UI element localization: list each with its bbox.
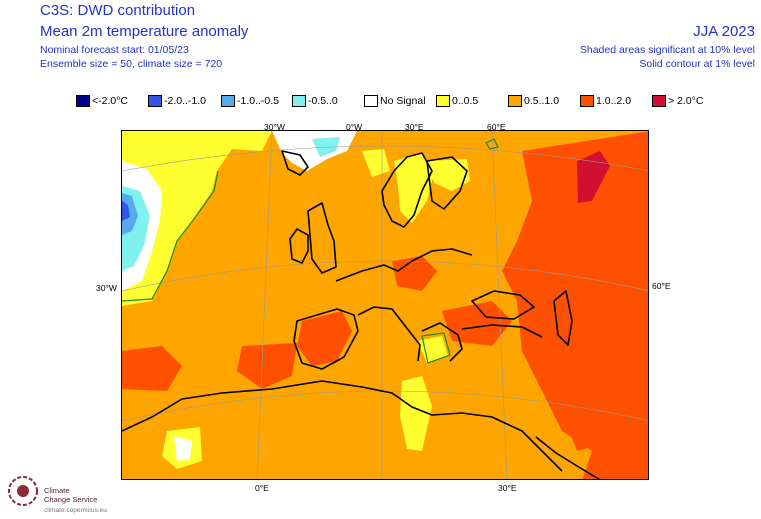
iberia-coast [293, 308, 359, 370]
legend-label: 0.5..1.0 [524, 95, 560, 107]
legend-label: -1.0..-0.5 [237, 95, 280, 107]
logo-core [17, 485, 29, 497]
legend-swatch [580, 95, 594, 107]
legend-item: 1.0..2.0 [580, 93, 631, 109]
season-label: JJA 2023 [693, 23, 755, 40]
ireland-coast [289, 228, 309, 264]
graticule-label-30w-top: 30°W [264, 122, 285, 132]
graticule-label-0e-bottom: 0°E [255, 483, 269, 493]
coastlines [122, 150, 601, 479]
legend-swatch [221, 95, 235, 107]
legend-swatch [364, 95, 378, 107]
legend-swatch [652, 95, 666, 107]
graticule-label-30e-bottom: 30°E [498, 483, 517, 493]
legend-item: 0.5..1.0 [508, 93, 559, 109]
legend-item: -1.0..-0.5 [221, 93, 279, 109]
graticule-line [122, 260, 648, 292]
legend-label: -0.5..0 [308, 95, 338, 107]
logo-url: climate.copernicus.eu [44, 507, 107, 514]
red-sea-coast [535, 436, 601, 479]
north-coast [335, 248, 473, 282]
black-sea-coast [471, 290, 535, 320]
iberia-warm-patch [297, 311, 352, 366]
logo-name-line2: Change Service [44, 495, 98, 504]
shading-note: Shaded areas significant at 10% level [579, 44, 755, 56]
italy-coast [357, 306, 421, 362]
anomaly-map-svg [122, 131, 648, 479]
contour-line [421, 332, 451, 364]
legend-item: -2.0..-1.0 [148, 93, 206, 109]
central-europe-warm-patch [392, 256, 437, 291]
weak-warm-region [122, 131, 272, 306]
legend-swatch [436, 95, 450, 107]
ensemble-size: Ensemble size = 50, climate size = 720 [40, 58, 223, 70]
contour-line [485, 138, 499, 150]
legend-label: 1.0..2.0 [596, 95, 632, 107]
graticule-label-60e-right: 60°E [652, 281, 671, 291]
anomaly-map [121, 130, 649, 480]
legend-swatch [76, 95, 90, 107]
anatolia-coast [461, 324, 543, 338]
forecast-start: Nominal forecast start: 01/05/23 [40, 44, 189, 56]
map-title: C3S: DWD contribution [40, 2, 196, 19]
finland-coast [426, 156, 468, 210]
map-subtitle: Mean 2m temperature anomaly [40, 23, 249, 40]
britain-coast [307, 202, 337, 274]
legend-item: <-2.0°C [76, 93, 128, 109]
scandinavia-coast [381, 152, 433, 228]
greece-coast [421, 322, 463, 362]
north-africa-coast [122, 380, 563, 472]
scandinavia-weak-patch [394, 153, 434, 223]
legend: <-2.0°C -2.0..-1.0 -1.0..-0.5 -0.5..0 No… [76, 93, 716, 109]
legend-item: -0.5..0 [292, 93, 338, 109]
legend-swatch [148, 95, 162, 107]
graticule-label-30e-top: 30°E [405, 122, 424, 132]
legend-label: No Signal [380, 95, 426, 107]
logo-ring [8, 476, 38, 506]
legend-label: > 2.0°C [668, 95, 704, 107]
legend-label: -2.0..-1.0 [164, 95, 207, 107]
arabia-warm-patch [562, 406, 612, 451]
finland-weak-patch [427, 159, 470, 191]
climate-change-service-logo [8, 476, 38, 506]
legend-swatch [292, 95, 306, 107]
morocco-no-signal [174, 436, 192, 461]
iberia-south-warm-patch [237, 343, 297, 389]
balkans-warm-patch [442, 301, 512, 346]
extreme-warm-patch [577, 151, 610, 203]
legend-item: > 2.0°C [652, 93, 703, 109]
graticule-label-0w-top: 0°W [346, 122, 363, 132]
iceland-coast [281, 150, 309, 176]
legend-item: No Signal [364, 93, 426, 109]
cool-region-mid [122, 193, 138, 235]
atlantic-warm-patch [122, 346, 182, 391]
graticule-label-60e-top: 60°E [487, 122, 506, 132]
legend-item: 0..0.5 [436, 93, 478, 109]
significance-contours [122, 138, 499, 364]
iceland-weak-patch [362, 149, 390, 177]
graticule-line [256, 131, 273, 479]
graticule-label-30w-left: 30°W [96, 283, 117, 293]
graticule-line [122, 145, 648, 172]
logo-text: Climate Change Service [44, 486, 97, 504]
cool-region-core [122, 201, 130, 221]
legend-label: 0..0.5 [452, 95, 479, 107]
logo-name-line1: Climate [44, 486, 70, 495]
legend-label: <-2.0°C [92, 95, 129, 107]
caspian-coast [553, 290, 573, 346]
greece-weak-patch [417, 336, 448, 363]
legend-swatch [508, 95, 522, 107]
contour-line [122, 170, 219, 302]
libya-weak-patch [400, 376, 432, 451]
contour-note: Solid contour at 1% level [639, 58, 755, 70]
strong-warm-region-east [502, 131, 648, 479]
